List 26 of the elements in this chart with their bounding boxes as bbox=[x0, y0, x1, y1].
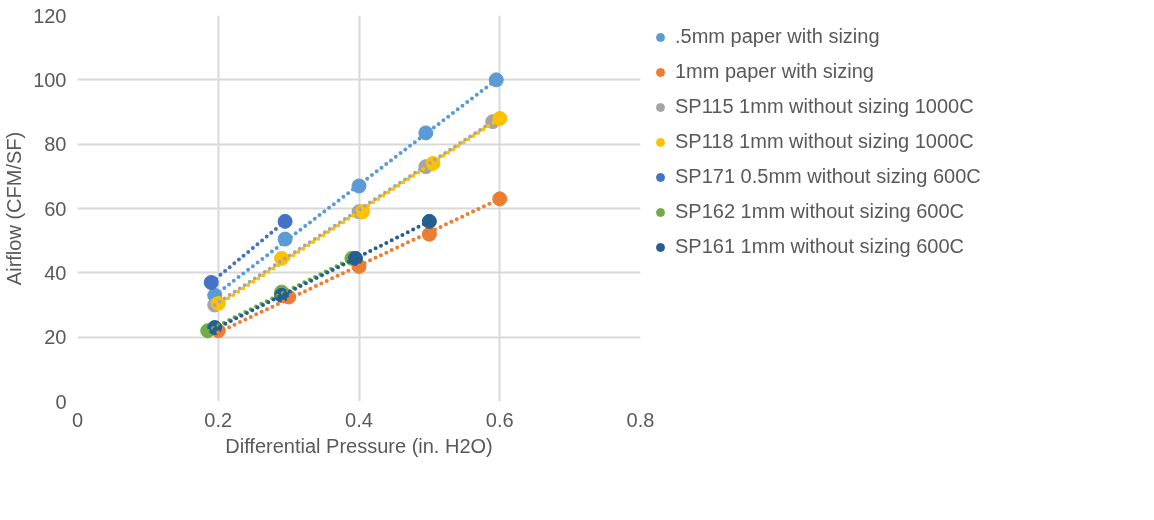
legend-label: SP115 1mm without sizing 1000C bbox=[675, 95, 974, 118]
point bbox=[203, 275, 219, 290]
point bbox=[492, 110, 508, 126]
legend-label: SP171 0.5mm without sizing 600C bbox=[675, 165, 981, 188]
legend-label: SP161 1mm without sizing 600C bbox=[675, 235, 965, 258]
x-tick-label: 0 bbox=[71, 408, 84, 431]
x-tick-label: 0.2 bbox=[204, 408, 233, 431]
y-axis-title: Airflow (CFM/SF) bbox=[3, 131, 26, 286]
y-tick-label: 0 bbox=[55, 390, 67, 413]
x-tick-label: 0.6 bbox=[485, 408, 514, 431]
point bbox=[277, 213, 293, 229]
y-tick-label: 40 bbox=[44, 261, 67, 284]
y-tick-label: 80 bbox=[44, 133, 67, 156]
legend-label: .5mm paper with sizing bbox=[675, 25, 880, 48]
x-tick-label: 0.8 bbox=[626, 408, 655, 431]
point bbox=[421, 213, 437, 229]
x-axis-title: Differential Pressure (in. H2O) bbox=[225, 434, 493, 457]
point bbox=[492, 191, 508, 207]
x-tick-label: 0.4 bbox=[345, 408, 373, 431]
y-tick-label: 120 bbox=[33, 4, 67, 27]
legend-label: SP162 1mm without sizing 600C bbox=[675, 200, 965, 223]
y-tick-label: 100 bbox=[33, 68, 67, 91]
legend-label: SP118 1mm without sizing 1000C bbox=[675, 130, 974, 153]
legend-label: 1mm paper with sizing bbox=[675, 60, 874, 83]
y-tick-label: 20 bbox=[44, 326, 67, 349]
y-tick-label: 60 bbox=[44, 197, 67, 220]
